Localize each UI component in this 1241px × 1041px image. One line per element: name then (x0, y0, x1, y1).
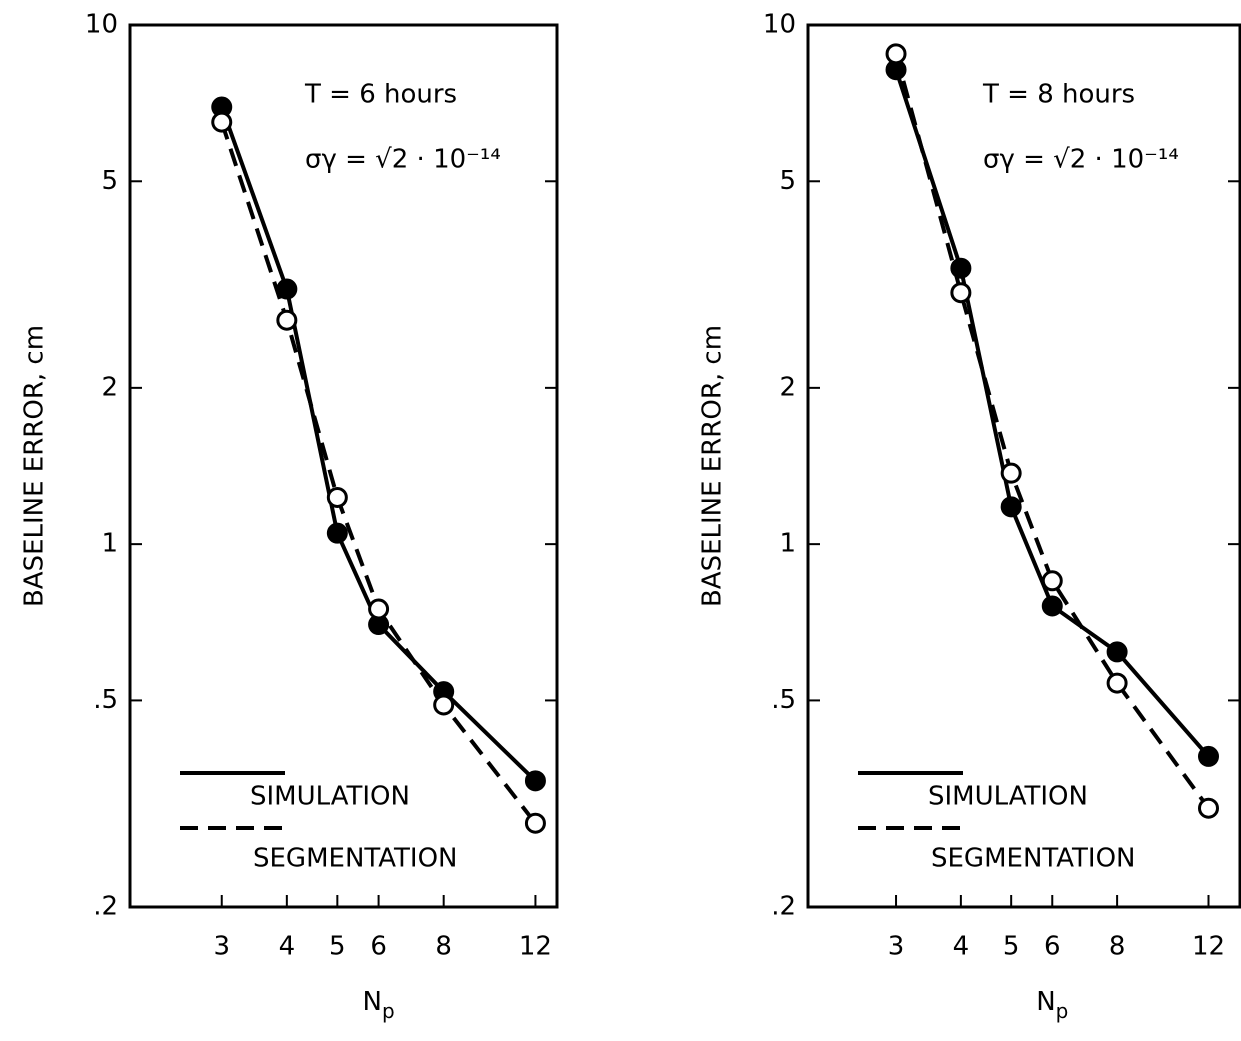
legend-label: SEGMENTATION (253, 844, 457, 874)
series-line (894, 69, 1211, 758)
x-tick-label: 8 (1109, 932, 1126, 962)
y-tick-label: .5 (771, 685, 796, 715)
data-point (524, 770, 546, 792)
x-tick-label: 6 (370, 932, 387, 962)
x-tick-label: 8 (435, 932, 452, 962)
y-tick-label: 10 (763, 10, 796, 40)
data-point (1197, 745, 1219, 767)
x-tick-label: 4 (953, 932, 970, 962)
data-point (326, 522, 348, 544)
y-tick-label: 1 (101, 529, 118, 559)
x-tick-label: 5 (329, 932, 346, 962)
annotation: T = 8 hours (982, 80, 1135, 110)
data-point (1000, 462, 1022, 484)
series-line (894, 53, 1211, 810)
legend-label: SIMULATION (250, 782, 410, 812)
plot-frame (806, 23, 1241, 909)
y-tick-label: 10 (85, 10, 118, 40)
y-tick-label: 5 (101, 166, 118, 196)
data-point (276, 309, 298, 331)
x-tick-label: 12 (519, 932, 552, 962)
series-line (219, 106, 537, 783)
annotation: σγ = √2 · 10⁻¹⁴ (983, 145, 1179, 175)
x-axis-label: Np (1036, 987, 1068, 1023)
x-axis-label-main: N (1036, 987, 1055, 1017)
x-tick-label: 5 (1003, 932, 1020, 962)
legend-label: SEGMENTATION (931, 844, 1135, 874)
x-axis-label: Np (363, 987, 395, 1023)
y-tick-label: .2 (771, 892, 796, 922)
data-point (950, 282, 972, 304)
legend-label: SIMULATION (928, 782, 1088, 812)
x-tick-label: 6 (1044, 932, 1061, 962)
data-point (211, 111, 233, 133)
data-point (433, 694, 455, 716)
y-tick-label: 1 (779, 529, 796, 559)
data-point (1041, 570, 1063, 592)
x-axis-label-main: N (363, 987, 382, 1017)
y-tick-label: 2 (779, 372, 796, 402)
y-tick-label: 5 (779, 166, 796, 196)
annotation: T = 6 hours (304, 80, 457, 110)
y-axis-label: BASELINE ERROR, cm (698, 325, 728, 607)
data-point (1000, 496, 1022, 518)
x-tick-label: 3 (213, 932, 230, 962)
plot-frame (128, 23, 559, 909)
series-line (219, 121, 538, 825)
data-point (1197, 797, 1219, 819)
y-axis-label: BASELINE ERROR, cm (20, 325, 50, 607)
x-axis-label-sub: p (1056, 999, 1069, 1023)
x-tick-label: 3 (888, 932, 905, 962)
data-point (885, 43, 907, 65)
y-tick-label: .5 (93, 685, 118, 715)
data-point (1041, 595, 1063, 617)
data-point (1106, 672, 1128, 694)
x-axis-label-sub: p (382, 999, 395, 1023)
data-point (326, 486, 348, 508)
x-tick-label: 12 (1192, 932, 1225, 962)
annotation: σγ = √2 · 10⁻¹⁴ (305, 145, 501, 175)
data-point (1106, 641, 1128, 663)
x-tick-label: 4 (279, 932, 296, 962)
data-point (524, 812, 546, 834)
y-tick-label: 2 (101, 372, 118, 402)
y-tick-label: .2 (93, 892, 118, 922)
data-point (368, 598, 390, 620)
